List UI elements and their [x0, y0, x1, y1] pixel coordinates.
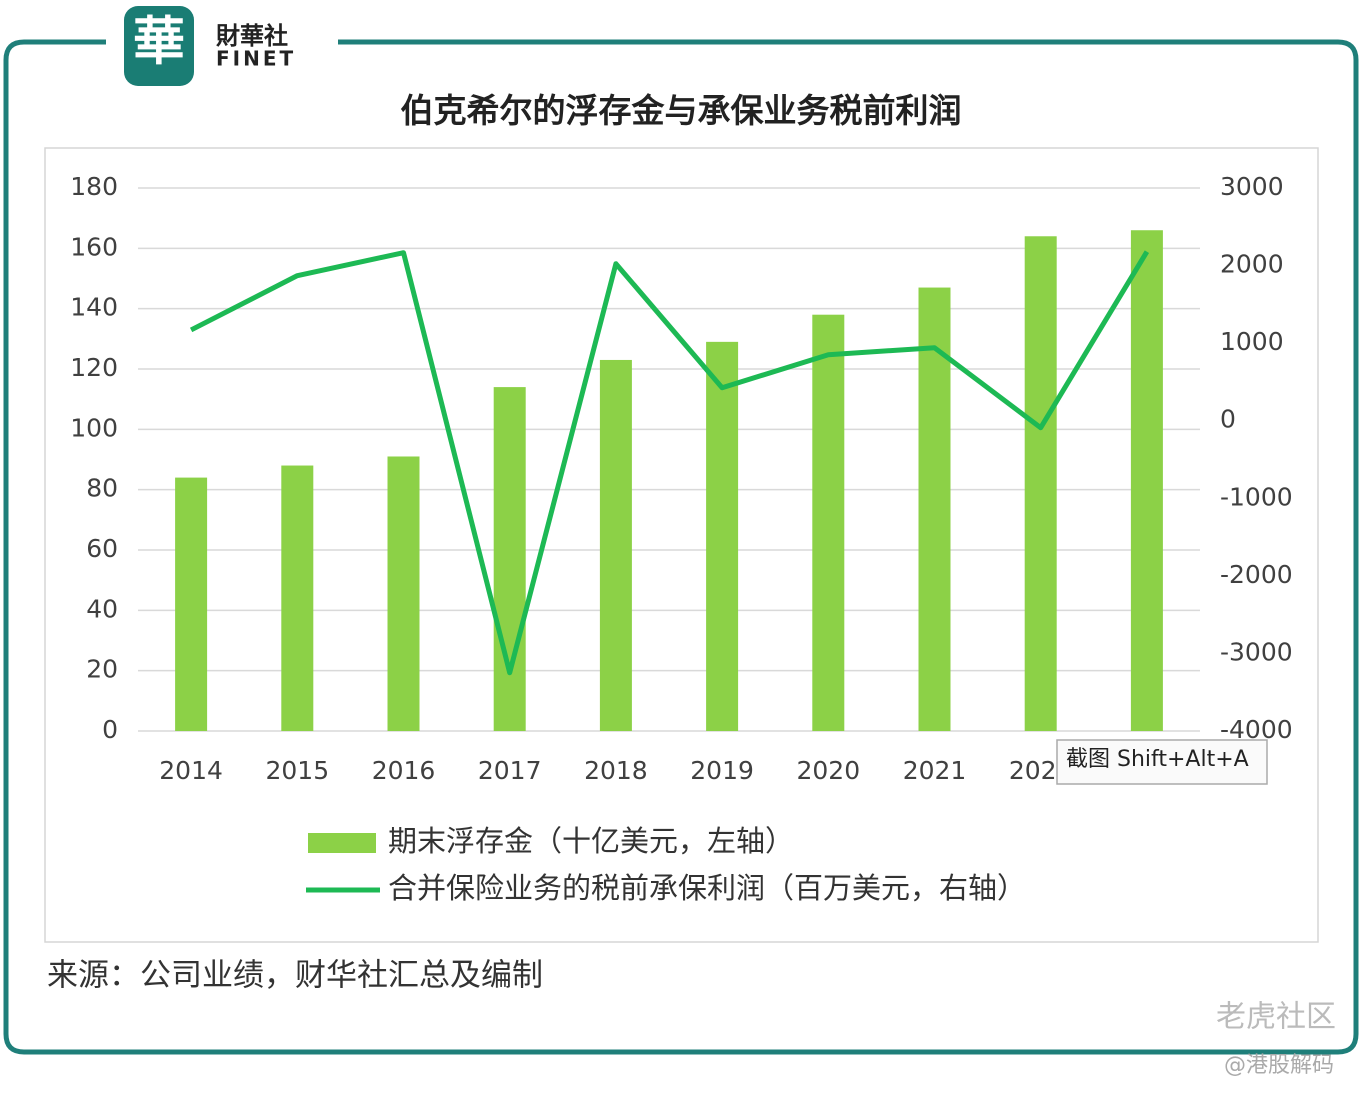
x-tick-label: 2020 — [796, 756, 860, 785]
y2-tick-label: -4000 — [1220, 715, 1293, 744]
x-tick-label: 2019 — [690, 756, 754, 785]
y-tick-label: 80 — [86, 474, 118, 503]
bar — [706, 341, 739, 731]
y-tick-label: 120 — [70, 353, 118, 382]
bar — [281, 465, 314, 731]
x-tick-label: 2014 — [159, 756, 223, 785]
y-tick-label: 60 — [86, 534, 118, 563]
bar — [599, 359, 632, 731]
x-tick-label: 2015 — [265, 756, 329, 785]
y2-tick-label: -2000 — [1220, 560, 1293, 589]
y-tick-label: 180 — [70, 172, 118, 201]
x-tick-label: 2016 — [372, 756, 436, 785]
y2-tick-label: 2000 — [1220, 250, 1284, 279]
logo-char: 華 — [133, 12, 185, 73]
legend-swatch — [308, 833, 376, 853]
tooltip: 截图 Shift+Alt+A — [1066, 747, 1249, 772]
legend-label: 合并保险业务的税前承保利润（百万美元，右轴） — [388, 871, 1026, 905]
bar — [387, 456, 420, 731]
y-tick-label: 0 — [102, 715, 118, 744]
bar — [1024, 236, 1057, 731]
chart-title: 伯克希尔的浮存金与承保业务税前利润 — [401, 91, 962, 130]
y2-tick-label: -3000 — [1220, 637, 1293, 666]
watermark: 老虎社区 — [1216, 1000, 1336, 1035]
bar — [812, 314, 845, 731]
x-tick-label: 2018 — [584, 756, 648, 785]
legend-label: 期末浮存金（十亿美元，左轴） — [388, 824, 794, 858]
bar — [175, 477, 208, 731]
logo-badge — [124, 6, 194, 86]
bar — [918, 287, 951, 731]
y-tick-label: 100 — [70, 413, 118, 442]
y-tick-label: 140 — [70, 293, 118, 322]
line — [189, 250, 1150, 676]
y2-tick-label: 1000 — [1220, 327, 1284, 356]
frame — [3, 39, 1359, 1055]
y2-tick-label: 0 — [1220, 405, 1236, 434]
bar — [1130, 230, 1163, 731]
plot-frame — [44, 147, 1319, 943]
y2-tick-label: -1000 — [1220, 482, 1293, 511]
bar — [493, 387, 526, 731]
x-tick-label: 2017 — [478, 756, 542, 785]
y-tick-label: 20 — [86, 655, 118, 684]
logo-name: 財華社 — [216, 22, 288, 50]
y-tick-label: 40 — [86, 594, 118, 623]
source: 来源：公司业绩，财华社汇总及编制 — [47, 958, 543, 994]
credit: @港股解码 — [1224, 1053, 1334, 1078]
x-tick-label: 2021 — [903, 756, 967, 785]
logo-en: FINET — [216, 47, 296, 71]
y-tick-label: 160 — [70, 232, 118, 261]
y2-tick-label: 3000 — [1220, 172, 1284, 201]
tooltip-box — [1056, 739, 1268, 785]
